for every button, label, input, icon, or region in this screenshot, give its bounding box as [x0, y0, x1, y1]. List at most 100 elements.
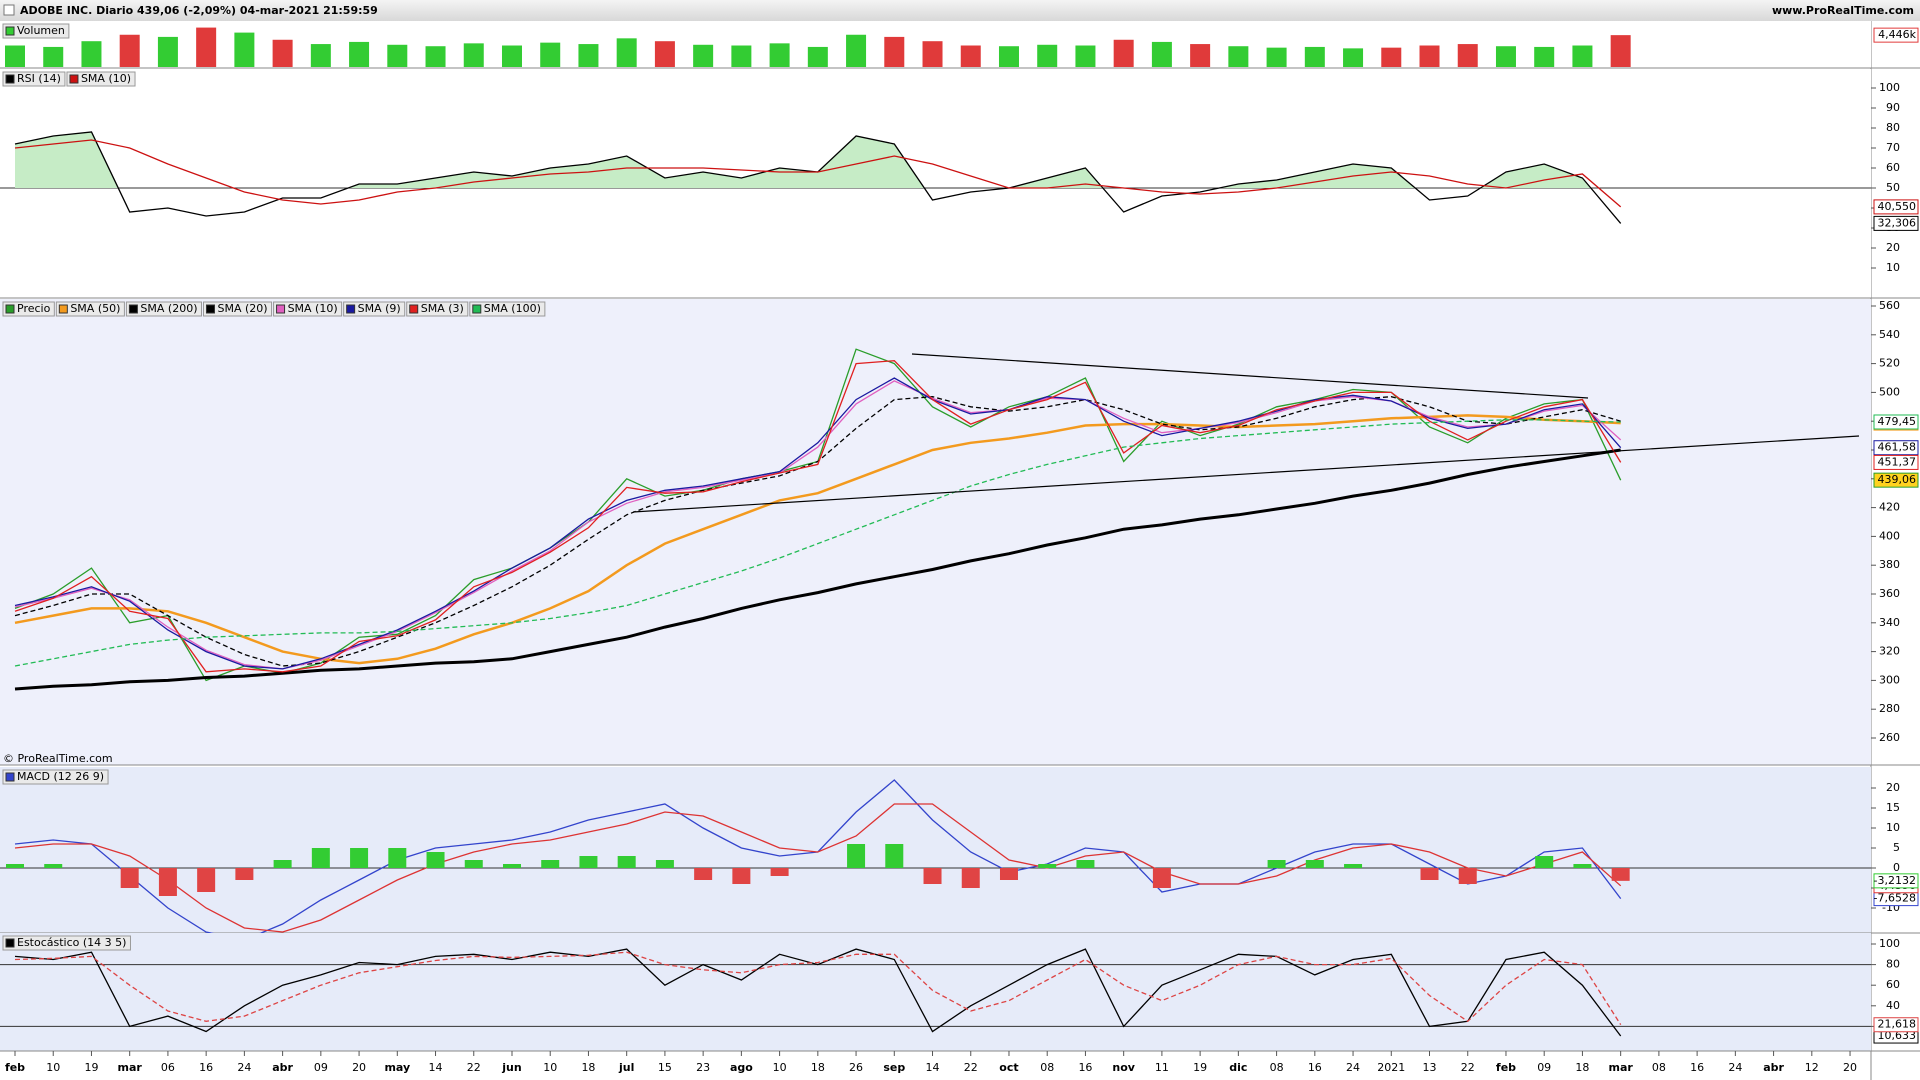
y-tick-label: 80	[1886, 958, 1900, 971]
volume-bar	[846, 34, 867, 67]
y-tick-label: 15	[1886, 801, 1900, 814]
legend-item: Precio	[2, 301, 55, 317]
histogram-bar	[847, 844, 866, 868]
last-value-label: 40,550	[1878, 200, 1917, 213]
histogram-bar	[502, 864, 521, 868]
x-tick-label: abr	[272, 1061, 293, 1074]
legend-swatch	[5, 26, 15, 36]
y-tick-label: 360	[1879, 587, 1900, 600]
volume-bar	[731, 45, 752, 67]
histogram-bar	[235, 868, 254, 880]
histogram-bar	[350, 848, 369, 868]
x-tick-label: 20	[352, 1061, 366, 1074]
volume-bar	[1495, 46, 1516, 67]
volume-bar	[5, 45, 25, 67]
legend-item: SMA (50)	[55, 301, 125, 317]
rsi-fill	[15, 132, 1621, 188]
volume-bar	[196, 27, 217, 67]
volume-bar	[654, 41, 675, 67]
x-tick-label: 16	[1690, 1061, 1704, 1074]
last-value-box	[1873, 1017, 1919, 1033]
x-tick-label: 14	[926, 1061, 940, 1074]
volume-bar	[119, 34, 140, 67]
last-value-label: 10,633	[1878, 1029, 1917, 1042]
last-value-label: 461,58	[1878, 441, 1917, 454]
series-line	[14, 951, 1622, 1026]
legend-label: SMA (3)	[421, 302, 464, 315]
panel-bg	[0, 69, 1871, 298]
x-tick-label: 16	[199, 1061, 213, 1074]
x-tick-label: 14	[429, 1061, 443, 1074]
volume-bar	[960, 45, 981, 67]
histogram-bar	[961, 868, 980, 888]
volume-bar	[769, 43, 790, 67]
histogram-bar	[694, 868, 713, 880]
last-value-box	[1873, 199, 1919, 215]
legend-label: SMA (10)	[288, 302, 338, 315]
volume-bar	[234, 32, 255, 67]
volume-bar	[1266, 47, 1287, 67]
volume-bar	[157, 36, 178, 67]
histogram-bar	[464, 860, 483, 868]
legend-label: Estocástico (14 3 5)	[17, 936, 126, 949]
legend-box	[406, 301, 469, 317]
last-value-box	[1873, 414, 1919, 430]
y-tick-label: 50	[1886, 181, 1900, 194]
x-tick-label: 18	[1575, 1061, 1589, 1074]
x-tick-label: may	[384, 1061, 410, 1074]
histogram-bar	[541, 860, 560, 868]
volume-bar	[387, 44, 408, 67]
histogram-bar	[158, 868, 177, 896]
legend-swatch	[205, 304, 215, 314]
x-tick-label: 08	[1652, 1061, 1666, 1074]
legend-box	[2, 935, 131, 951]
series-line	[14, 414, 1621, 665]
histogram-bar	[426, 852, 445, 868]
histogram-bar	[732, 868, 751, 884]
last-value-box	[1873, 472, 1919, 488]
volume-bar	[1304, 46, 1325, 67]
legend-box	[125, 301, 202, 317]
y-tick-label: 0	[1893, 861, 1900, 874]
histogram-bar	[885, 844, 904, 868]
last-value-label: 4,446k	[1878, 28, 1916, 41]
x-tick-label: 18	[581, 1061, 595, 1074]
histogram-bar	[1076, 860, 1095, 868]
x-tick-label: jun	[501, 1061, 521, 1074]
x-tick-label: 2021	[1377, 1061, 1405, 1074]
histogram-bar	[388, 848, 407, 868]
series-line	[14, 377, 1622, 670]
x-tick-label: 09	[1537, 1061, 1551, 1074]
y-tick-label: 20	[1886, 241, 1900, 254]
x-tick-label: 20	[1843, 1061, 1857, 1074]
last-value-label: 439,06	[1878, 473, 1917, 486]
legend-box	[2, 71, 66, 87]
y-tick-label: 540	[1879, 328, 1900, 341]
histogram-bar	[44, 864, 63, 868]
histogram-bar	[197, 868, 216, 892]
plots: 4,446kVolumen10203040506070809010032,306…	[0, 21, 1920, 1074]
x-tick-label: mar	[118, 1061, 143, 1074]
histogram-bar	[1458, 868, 1477, 884]
x-tick-label: nov	[1112, 1061, 1135, 1074]
legend-swatch	[69, 74, 79, 84]
legend-label: SMA (9)	[358, 302, 401, 315]
legend-box	[66, 71, 136, 87]
legend-swatch	[472, 304, 482, 314]
volume-bar	[884, 36, 905, 67]
volume-bar	[922, 41, 943, 67]
histogram-bar	[770, 868, 789, 876]
legend-label: SMA (100)	[484, 302, 541, 315]
y-tick-label: 280	[1879, 702, 1900, 715]
histogram-bar	[1611, 868, 1630, 881]
x-tick-label: 23	[696, 1061, 710, 1074]
histogram-bar	[617, 856, 636, 868]
volume-bar	[425, 46, 446, 67]
series-line	[14, 396, 1621, 667]
x-tick-label: 24	[1728, 1061, 1742, 1074]
legend-swatch	[128, 304, 138, 314]
histogram-bar	[579, 856, 598, 868]
x-tick-label: 10	[773, 1061, 787, 1074]
volume-bar	[463, 43, 484, 67]
x-tick-label: 24	[237, 1061, 251, 1074]
